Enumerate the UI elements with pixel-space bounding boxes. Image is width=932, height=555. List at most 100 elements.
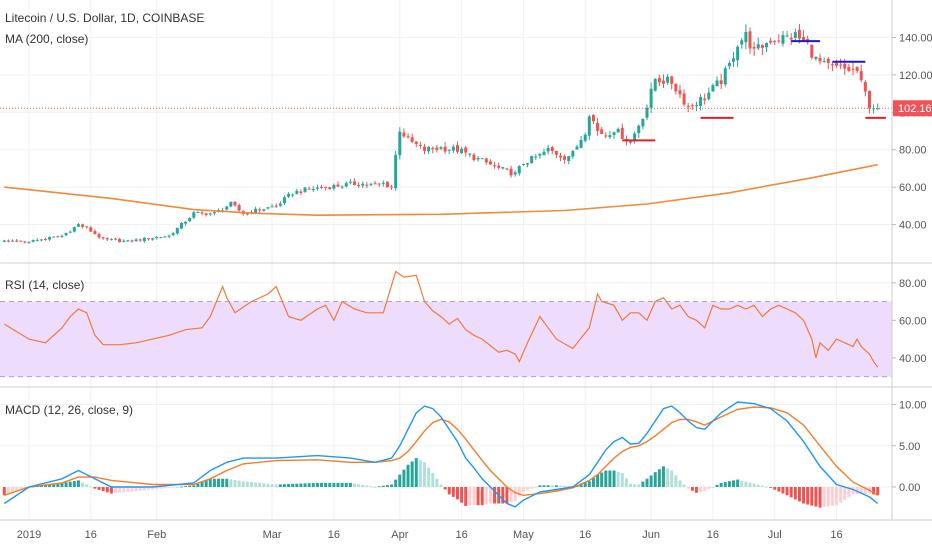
- macd-histogram-bar: [163, 487, 167, 489]
- macd-histogram-bar: [377, 486, 381, 488]
- macd-histogram-bar: [657, 469, 661, 487]
- macd-histogram-bar: [118, 487, 122, 493]
- macd-histogram-bar: [212, 478, 216, 487]
- macd-histogram-bar: [752, 483, 756, 487]
- candle-body: [357, 185, 361, 187]
- signal-line: [4, 406, 879, 497]
- macd-histogram-bar: [624, 478, 628, 487]
- macd-histogram-bar: [554, 485, 558, 487]
- candle-body: [237, 204, 241, 211]
- macd-histogram-bar: [295, 483, 299, 487]
- candle-body: [526, 163, 530, 165]
- macd-histogram-bar: [501, 487, 505, 504]
- candle-body: [89, 227, 93, 232]
- candle-body: [488, 161, 492, 165]
- macd-histogram-bar: [460, 487, 464, 503]
- candle-body: [328, 187, 332, 190]
- candle-body: [307, 188, 311, 190]
- macd-histogram-bar: [604, 470, 608, 487]
- y-tick-label: 140.00: [899, 32, 932, 44]
- macd-histogram-bar: [439, 484, 443, 487]
- macd-histogram-bar: [179, 486, 183, 488]
- macd-histogram-bar: [596, 474, 600, 487]
- y-tick-label: 40.00: [899, 353, 927, 365]
- candle-body: [876, 108, 880, 110]
- x-tick-label: May: [513, 529, 534, 541]
- macd-histogram-bar: [237, 480, 241, 487]
- candle-body: [93, 231, 97, 235]
- candle-body: [39, 239, 43, 241]
- macd-histogram-bar: [394, 479, 398, 487]
- macd-histogram-bar: [863, 487, 867, 494]
- moving-average-series: [4, 163, 878, 217]
- macd-histogram-bar: [97, 487, 101, 490]
- macd-histogram-bar: [732, 480, 736, 487]
- macd-histogram-bar: [591, 477, 595, 487]
- macd-histogram-bar: [629, 483, 633, 487]
- candle-body: [336, 184, 340, 187]
- candle-body: [633, 133, 637, 142]
- candle-body: [818, 57, 822, 62]
- candle-body: [151, 238, 155, 240]
- candle-body: [764, 42, 768, 48]
- candle-body: [85, 226, 89, 228]
- macd-histogram-bar: [715, 484, 719, 487]
- candle-body: [27, 242, 31, 244]
- candle-body: [423, 146, 427, 151]
- candle-body: [361, 183, 365, 186]
- rsi-series: [3, 270, 879, 368]
- macd-histogram-bar: [484, 487, 488, 505]
- y-tick-label: 0.00: [899, 482, 920, 494]
- macd-histogram-bar: [126, 487, 130, 492]
- macd-histogram-bar: [6, 487, 10, 494]
- candle-body: [287, 193, 291, 197]
- candle-body: [678, 90, 682, 95]
- candle-body: [732, 58, 736, 62]
- candle-body: [620, 127, 624, 139]
- macd-histogram-bar: [493, 487, 497, 504]
- candle-body: [699, 97, 703, 106]
- macd-histogram-bar: [15, 487, 19, 492]
- candle-body: [204, 213, 208, 215]
- candle-body: [666, 76, 670, 83]
- rsi-band-fill: [0, 301, 892, 377]
- macd-histogram-bar: [365, 485, 369, 487]
- candle-body: [513, 172, 517, 175]
- macd-histogram-bar: [155, 487, 159, 490]
- macd-histogram-bar: [641, 481, 645, 487]
- x-tick-label: 16: [85, 529, 97, 541]
- macd-histogram-bar: [52, 483, 56, 487]
- candle-body: [579, 140, 583, 148]
- candle-body: [604, 135, 608, 137]
- x-tick-label: Feb: [147, 529, 166, 541]
- candle-body: [493, 165, 497, 167]
- candle-body: [402, 132, 406, 137]
- candle-body: [48, 237, 52, 240]
- candle-body: [134, 239, 138, 242]
- x-tick-label: 16: [830, 529, 842, 541]
- macd-histogram-bar: [530, 487, 534, 489]
- macd-histogram-bar: [443, 487, 447, 490]
- macd-histogram-bar: [266, 483, 270, 487]
- macd-histogram-bar: [328, 482, 332, 487]
- candle-body: [299, 191, 303, 193]
- candle-body: [460, 148, 464, 154]
- candle-body: [348, 181, 352, 183]
- rsi-label: RSI (14, close): [5, 278, 84, 292]
- macd-histogram-bar: [427, 467, 431, 487]
- macd-histogram-bar: [344, 482, 348, 487]
- macd-histogram-bar: [320, 482, 324, 487]
- last-price-marker: 102.16: [893, 100, 932, 117]
- candle-body: [608, 135, 612, 138]
- macd-histogram-bar: [81, 482, 85, 487]
- macd-histogram-bar: [19, 487, 23, 490]
- macd-histogram-bar: [60, 482, 64, 487]
- macd-histogram-bar: [64, 482, 68, 487]
- macd-series: [2, 401, 880, 508]
- macd-histogram-bar: [311, 483, 315, 487]
- macd-histogram-bar: [727, 481, 731, 487]
- candle-body: [612, 132, 616, 135]
- macd-histogram-bar: [278, 484, 282, 487]
